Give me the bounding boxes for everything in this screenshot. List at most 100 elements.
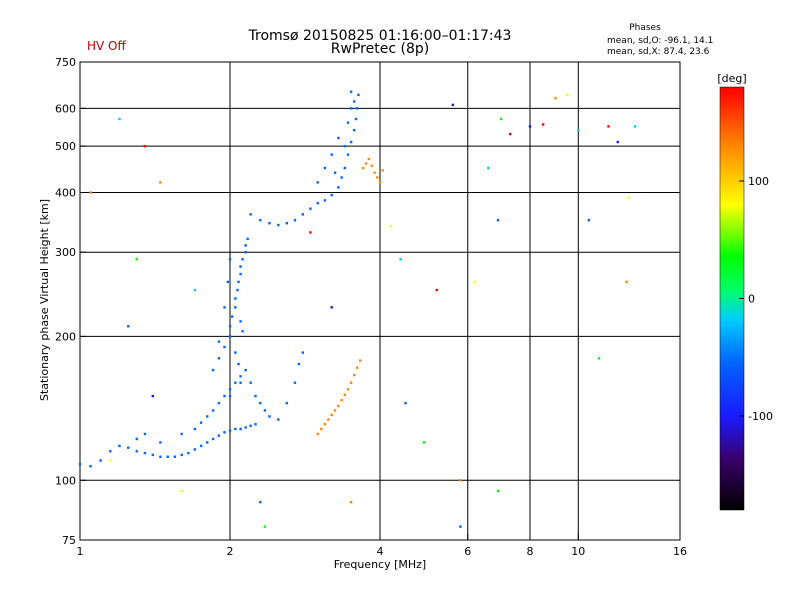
echo-point-s2-6 bbox=[301, 213, 305, 216]
echo-point-s0-40 bbox=[249, 381, 252, 384]
echo-point-s3-9 bbox=[346, 388, 350, 391]
echo-point-s4-31 bbox=[587, 219, 591, 222]
echo-point-s2-23 bbox=[330, 153, 333, 156]
echo-point-s4-18 bbox=[422, 441, 426, 444]
echo-point-s4-28 bbox=[554, 96, 557, 100]
echo-point-s3-0 bbox=[316, 432, 319, 436]
echo-point-s2-25 bbox=[316, 181, 319, 184]
echo-point-s4-23 bbox=[487, 166, 490, 170]
colorbar-tick-label-0: 100 bbox=[748, 175, 769, 188]
echo-point-s0-39 bbox=[244, 368, 247, 372]
echo-point-s1-4 bbox=[228, 325, 232, 328]
chart-subtitle: RwPretec (8p) bbox=[331, 41, 429, 57]
echo-point-s3-18 bbox=[373, 171, 376, 174]
echo-point-s1-9 bbox=[237, 280, 240, 284]
echo-point-s2-14 bbox=[346, 153, 350, 156]
echo-point-s1-2 bbox=[223, 345, 226, 349]
echo-point-s4-30 bbox=[577, 128, 580, 132]
x-tick-label-0: 1 bbox=[77, 545, 84, 558]
data-points bbox=[78, 90, 637, 528]
echo-point-s4-6 bbox=[151, 394, 155, 398]
echo-point-s0-26 bbox=[135, 437, 138, 441]
echo-point-s0-37 bbox=[234, 381, 237, 384]
echo-point-s0-33 bbox=[211, 409, 215, 412]
echo-point-s0-46 bbox=[285, 401, 288, 405]
echo-point-s3-14 bbox=[361, 166, 365, 170]
echo-point-s1-15 bbox=[246, 237, 249, 241]
echo-point-s4-40 bbox=[541, 123, 545, 126]
echo-point-s0-42 bbox=[259, 401, 262, 405]
y-tick-label-6: 600 bbox=[55, 102, 76, 115]
echo-point-s1-11 bbox=[239, 265, 242, 268]
echo-point-s0-12 bbox=[180, 453, 183, 457]
echo-point-s0-34 bbox=[217, 401, 221, 405]
echo-point-s1-7 bbox=[234, 297, 237, 300]
echo-point-s1-1 bbox=[217, 357, 221, 360]
echo-point-s0-8 bbox=[151, 453, 155, 457]
echo-point-s0-6 bbox=[135, 450, 138, 453]
echo-point-s2-27 bbox=[343, 144, 347, 148]
echo-point-s2-24 bbox=[323, 166, 327, 170]
echo-point-s4-0 bbox=[89, 191, 92, 194]
y-axis-label: Stationary phase Virtual Height [km] bbox=[38, 199, 51, 401]
chart-title: Tromsø 20150825 01:16:00–01:17:43 bbox=[248, 28, 512, 44]
echo-point-s0-43 bbox=[263, 409, 267, 412]
echo-point-s4-25 bbox=[499, 117, 503, 121]
echo-point-s4-13 bbox=[330, 306, 333, 309]
echo-point-s0-30 bbox=[193, 427, 197, 431]
echo-point-s3-17 bbox=[370, 164, 373, 167]
echo-point-s0-44 bbox=[268, 415, 271, 418]
echo-point-s3-12 bbox=[355, 366, 359, 369]
echo-point-s0-28 bbox=[159, 441, 162, 444]
echo-point-s2-20 bbox=[349, 107, 353, 110]
echo-point-s4-32 bbox=[597, 357, 601, 360]
echo-point-s1-5 bbox=[230, 315, 234, 318]
echo-point-s3-20 bbox=[378, 181, 382, 184]
x-axis-label: Frequency [MHz] bbox=[334, 558, 426, 571]
echo-point-s2-22 bbox=[337, 136, 340, 140]
echo-point-s0-21 bbox=[234, 427, 237, 431]
echo-point-s3-7 bbox=[340, 399, 343, 402]
echo-point-s4-21 bbox=[459, 479, 462, 482]
echo-point-s2-1 bbox=[259, 219, 262, 222]
echo-point-s3-13 bbox=[358, 359, 362, 362]
y-tick-label-7: 750 bbox=[55, 56, 76, 69]
echo-point-s3-8 bbox=[343, 393, 347, 396]
echo-point-s0-36 bbox=[228, 388, 232, 391]
echo-point-s3-10 bbox=[349, 381, 353, 384]
echo-point-s0-48 bbox=[297, 362, 301, 366]
echo-point-s0-31 bbox=[199, 421, 203, 424]
echo-point-s1-13 bbox=[244, 251, 247, 254]
echo-point-s4-15 bbox=[389, 225, 392, 228]
echo-point-s0-29 bbox=[180, 432, 183, 436]
echo-point-s4-24 bbox=[496, 219, 500, 222]
echo-point-s2-2 bbox=[268, 222, 271, 225]
y-tick-label-2: 200 bbox=[55, 330, 76, 343]
echo-point-s4-12 bbox=[309, 231, 312, 234]
y-tick-label-3: 300 bbox=[55, 246, 76, 259]
echo-point-s2-19 bbox=[357, 93, 360, 97]
echo-point-s0-11 bbox=[173, 455, 177, 458]
echo-point-s0-10 bbox=[166, 455, 169, 458]
echo-point-s2-26 bbox=[333, 171, 337, 174]
echo-point-s0-18 bbox=[217, 434, 221, 437]
echo-point-s4-17 bbox=[404, 401, 407, 405]
colorbar-label: [deg] bbox=[717, 72, 746, 85]
echo-point-s1-17 bbox=[226, 280, 230, 284]
echo-point-s2-28 bbox=[352, 100, 356, 103]
x-tick-label-1: 2 bbox=[227, 545, 234, 558]
echo-point-s3-1 bbox=[320, 427, 323, 431]
echo-point-s0-17 bbox=[211, 437, 215, 441]
colorbar-ticks: 100 0 -100 bbox=[739, 175, 773, 423]
echo-point-s4-9 bbox=[193, 288, 197, 292]
colorbar-tick-label-2: -100 bbox=[748, 410, 773, 423]
echo-point-s4-3 bbox=[127, 325, 130, 328]
echo-point-s1-18 bbox=[228, 258, 232, 261]
echo-point-s3-4 bbox=[330, 413, 333, 417]
echo-point-s3-21 bbox=[381, 169, 384, 172]
echo-point-s0-16 bbox=[205, 441, 209, 444]
x-tick-label-3: 6 bbox=[464, 545, 471, 558]
x-tick-label-6: 16 bbox=[673, 545, 687, 558]
echo-point-s4-4 bbox=[135, 258, 138, 261]
echo-point-s4-5 bbox=[143, 144, 147, 148]
